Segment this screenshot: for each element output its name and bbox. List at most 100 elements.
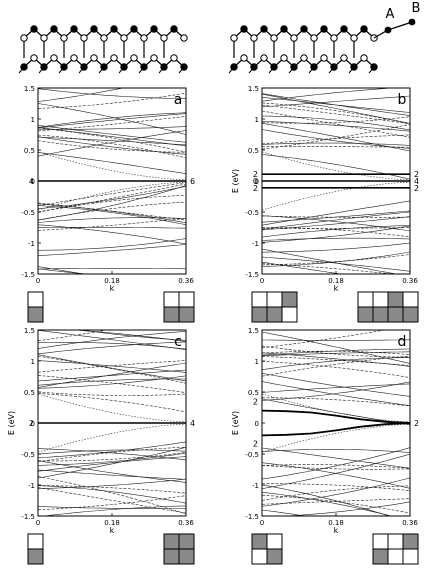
- edge-band: [261, 409, 411, 424]
- y-tick-label: 0.5: [24, 389, 35, 397]
- bulk-band: [262, 383, 410, 393]
- bulk-band: [262, 348, 410, 356]
- tile-cell: [163, 306, 180, 323]
- band-degeneracy-left: 2: [253, 170, 258, 179]
- bulk-band: [262, 93, 410, 116]
- band-degeneracy-right: 6: [190, 177, 195, 186]
- atom: [250, 63, 258, 71]
- atom: [170, 25, 178, 33]
- x-tick-label: 0.36: [402, 277, 418, 285]
- x-tick-label: 0.18: [104, 519, 120, 527]
- atom: [230, 34, 238, 42]
- bulk-band: [38, 205, 186, 226]
- y-tick-label: -1: [252, 240, 259, 248]
- bulk-band: [38, 393, 186, 413]
- tile-cell: [178, 291, 195, 308]
- y-tick-label: -0.5: [245, 451, 259, 459]
- bulk-band: [38, 495, 186, 511]
- y-tick-label: 1: [255, 358, 259, 366]
- x-tick-label: 0.18: [328, 277, 344, 285]
- atom: [150, 54, 158, 62]
- atom: [350, 63, 358, 71]
- atom: [130, 54, 138, 62]
- bulk-band: [38, 452, 186, 462]
- atom: [70, 25, 78, 33]
- x-tick-label: 0.36: [402, 519, 418, 527]
- tile-cell: [27, 548, 44, 565]
- bond: [387, 21, 413, 31]
- bulk-band: [38, 88, 125, 102]
- atom: [350, 34, 358, 42]
- band-degeneracy-right: 4: [190, 419, 195, 428]
- bulk-band: [262, 134, 410, 145]
- atom: [80, 63, 88, 71]
- bulk-band: [262, 381, 410, 401]
- atom: [310, 34, 318, 42]
- bulk-band: [262, 397, 410, 407]
- panel-letter: a: [174, 92, 183, 108]
- label-b: B: [412, 1, 421, 16]
- bulk-band: [282, 501, 410, 516]
- band-degeneracy: 2: [253, 439, 258, 448]
- tile-cell: [402, 306, 419, 323]
- tile-cell: [357, 291, 374, 308]
- y-tick-label: 0.5: [248, 389, 259, 397]
- atom: [330, 34, 338, 42]
- x-axis-label: k: [110, 526, 115, 535]
- atom: [170, 54, 178, 62]
- bulk-bands: [38, 88, 186, 274]
- bulk-band: [38, 506, 186, 509]
- atom: [50, 25, 58, 33]
- bulk-band: [262, 227, 410, 238]
- bulk-band: [262, 129, 410, 149]
- tile-cell: [402, 291, 419, 308]
- atom: [290, 34, 298, 42]
- bulk-band: [262, 373, 410, 397]
- tile-cell: [178, 533, 195, 550]
- atom: [120, 34, 128, 42]
- tile-right-b: [357, 291, 419, 323]
- bulk-band: [38, 92, 186, 109]
- atom: [250, 34, 258, 42]
- tile-cell: [266, 548, 283, 565]
- tile-cell: [402, 548, 419, 565]
- atom: [320, 25, 328, 33]
- x-tick-label: 0: [36, 277, 40, 285]
- bulk-band: [38, 217, 186, 223]
- y-axis-label: E (eV): [231, 169, 240, 193]
- bulk-band: [262, 361, 410, 378]
- atom: [110, 54, 118, 62]
- tile-cell: [387, 306, 404, 323]
- atom: [40, 34, 48, 42]
- bulk-band: [38, 485, 186, 504]
- unit-cell-tiles: [27, 291, 419, 565]
- y-tick-label: 1: [255, 116, 259, 124]
- band-degeneracy-left: 2: [29, 419, 34, 428]
- y-tick-label: 1.5: [24, 327, 35, 335]
- bulk-band: [262, 483, 410, 491]
- atom: [270, 34, 278, 42]
- bulk-band: [38, 268, 186, 270]
- band-degeneracy: 2: [253, 397, 258, 406]
- bulk-band: [262, 225, 410, 243]
- atom: [160, 34, 168, 42]
- edge-band: [261, 422, 411, 437]
- bulk-band: [262, 216, 410, 231]
- atom: [140, 63, 148, 71]
- tile-cell: [163, 533, 180, 550]
- atom: [90, 54, 98, 62]
- bulk-band: [38, 342, 186, 350]
- y-axis-label: E (eV): [231, 411, 240, 435]
- tile-left-b: [251, 291, 298, 323]
- x-axis-label: k: [334, 284, 339, 293]
- bulk-band: [38, 378, 186, 386]
- bulk-band: [38, 217, 186, 231]
- tile-cell: [372, 533, 389, 550]
- bulk-band: [38, 238, 186, 251]
- bulk-band: [262, 484, 390, 516]
- bulk-band: [38, 478, 186, 489]
- bulk-band: [262, 345, 410, 358]
- atom: [290, 63, 298, 71]
